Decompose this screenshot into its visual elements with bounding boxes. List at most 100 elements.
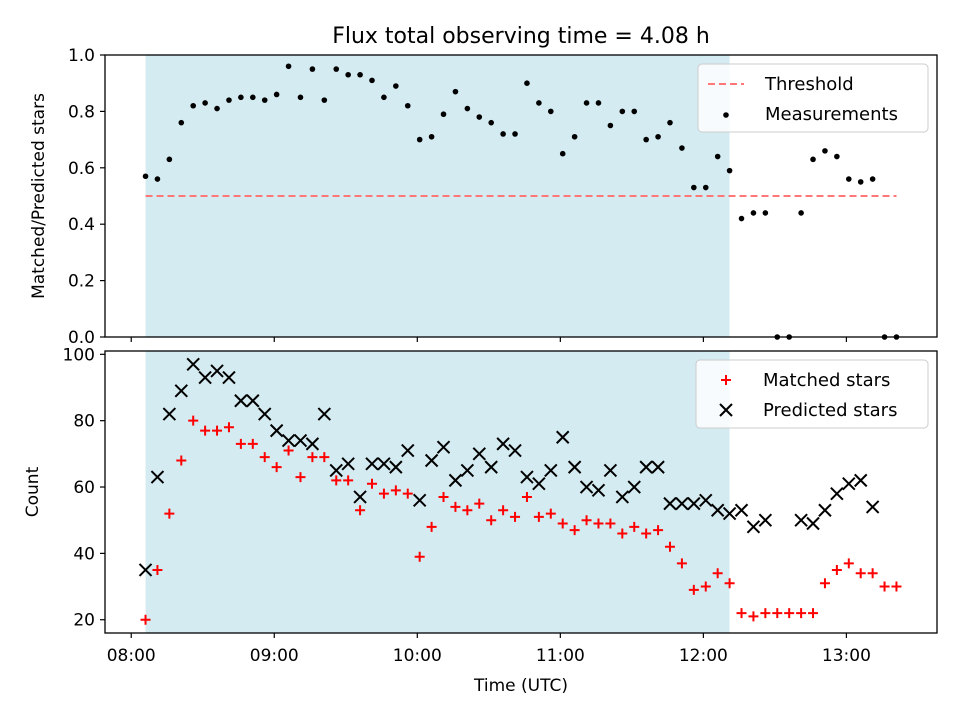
matched-point: [533, 511, 544, 522]
matched-point: [295, 472, 306, 483]
legend-threshold-label: Threshold: [764, 74, 854, 95]
matched-point: [474, 498, 485, 509]
matched-point: [164, 508, 175, 519]
matched-point: [235, 438, 246, 449]
matched-point: [438, 491, 449, 502]
top-axes-frame: [104, 54, 938, 338]
predicted-point: [269, 423, 284, 438]
predicted-point: [174, 384, 188, 398]
series-measurements: [142, 63, 900, 340]
measurement-point: [476, 114, 483, 120]
bottom-panel: 20 40 60 80 100 08:00 09:00 10:00 11:00 12:00 13:…: [23, 345, 938, 696]
matched-point: [724, 578, 735, 589]
predicted-point: [544, 463, 558, 478]
predicted-point: [758, 513, 773, 527]
top-legend-box: [697, 63, 929, 133]
measurement-point: [643, 136, 649, 143]
measurement-point: [822, 148, 828, 154]
matched-point: [140, 614, 151, 625]
measurement-point: [416, 136, 423, 143]
bottom-legend: Matched stars Predicted stars: [695, 359, 929, 429]
predicted-point: [365, 457, 379, 471]
predicted-point: [198, 370, 212, 385]
matched-point: [736, 608, 747, 619]
measurement-point: [404, 102, 411, 109]
measurement-point: [166, 156, 173, 163]
predicted-point: [329, 463, 343, 478]
bottom-plot-area: [138, 351, 902, 633]
matched-point: [891, 581, 902, 592]
measurement-point: [571, 133, 578, 140]
predicted-point: [687, 496, 701, 511]
predicted-point: [746, 520, 761, 534]
measurement-point: [142, 173, 149, 180]
matched-point: [331, 475, 342, 486]
predicted-point: [281, 433, 296, 448]
legend-measurements-swatch: [723, 112, 729, 118]
x-tick-label: 10:00: [393, 646, 442, 666]
predicted-point: [651, 460, 665, 474]
matched-point: [879, 581, 890, 592]
y-tick-label: 20: [73, 611, 95, 631]
predicted-point: [222, 370, 236, 385]
top-panel: 0.0 0.2 0.4 0.6 0.8 1.0 Matched/Predicted sta…: [29, 46, 938, 348]
predicted-point: [520, 470, 534, 484]
predicted-point: [448, 473, 463, 488]
measurement-point: [559, 150, 566, 157]
measurement-point: [512, 131, 518, 137]
top-legend: Threshold Measurements: [697, 63, 929, 133]
measurement-point: [428, 133, 435, 140]
y-tick-label: 0.0: [68, 328, 95, 348]
measurement-point: [500, 131, 506, 137]
measurement-point: [679, 145, 685, 151]
measurement-point: [798, 210, 804, 216]
y-tick-label: 0.2: [68, 272, 95, 292]
measurement-point: [750, 210, 757, 216]
series-matched-stars: [140, 415, 902, 625]
legend-matched-label: Matched stars: [763, 370, 890, 391]
bottom-legend-box: [695, 359, 929, 429]
legend-matched-swatch: [721, 375, 731, 385]
matched-point: [343, 475, 354, 486]
matched-point: [283, 445, 294, 456]
matched-point: [152, 564, 163, 575]
matched-point: [593, 518, 604, 529]
measurement-point: [536, 100, 542, 106]
predicted-point: [210, 364, 224, 378]
measurement-point: [321, 97, 328, 103]
matched-point: [545, 508, 556, 519]
predicted-point: [353, 490, 367, 504]
matched-point: [557, 518, 568, 529]
matched-point: [641, 528, 652, 539]
predicted-point: [615, 490, 630, 504]
measurement-point: [607, 122, 614, 129]
predicted-point: [424, 453, 439, 468]
matched-point: [867, 568, 878, 579]
measurement-point: [214, 105, 220, 112]
legend-predicted-swatch: [719, 403, 733, 417]
matched-point: [367, 478, 378, 489]
measurement-point: [154, 176, 161, 182]
matched-point: [819, 578, 830, 589]
measurement-point: [619, 108, 626, 115]
top-plot-area: [142, 55, 900, 340]
measurement-point: [845, 176, 852, 182]
matched-point: [796, 608, 807, 619]
predicted-point: [556, 430, 570, 444]
top-x-tick-marks: [130, 337, 848, 342]
predicted-point: [412, 493, 427, 508]
predicted-point: [401, 443, 415, 458]
measurement-point: [869, 176, 876, 182]
x-tick-label: 09:00: [250, 646, 299, 666]
predicted-point: [567, 460, 582, 474]
predicted-point: [639, 460, 653, 474]
matched-point: [378, 488, 389, 499]
predicted-point: [734, 503, 749, 517]
matched-point: [212, 425, 223, 436]
predicted-point: [162, 407, 177, 421]
predicted-point: [305, 437, 320, 451]
y-tick-label: 80: [73, 412, 95, 432]
matched-point: [676, 558, 687, 569]
measurement-point: [714, 153, 721, 160]
matched-point: [653, 525, 664, 536]
